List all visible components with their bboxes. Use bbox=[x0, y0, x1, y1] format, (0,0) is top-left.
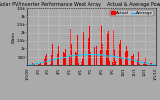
Y-axis label: Watts: Watts bbox=[12, 31, 16, 43]
Title: Solar PV/Inverter Performance West Array    Actual & Average Power Output: Solar PV/Inverter Performance West Array… bbox=[0, 2, 160, 7]
Legend: Actual, Average: Actual, Average bbox=[110, 10, 154, 16]
